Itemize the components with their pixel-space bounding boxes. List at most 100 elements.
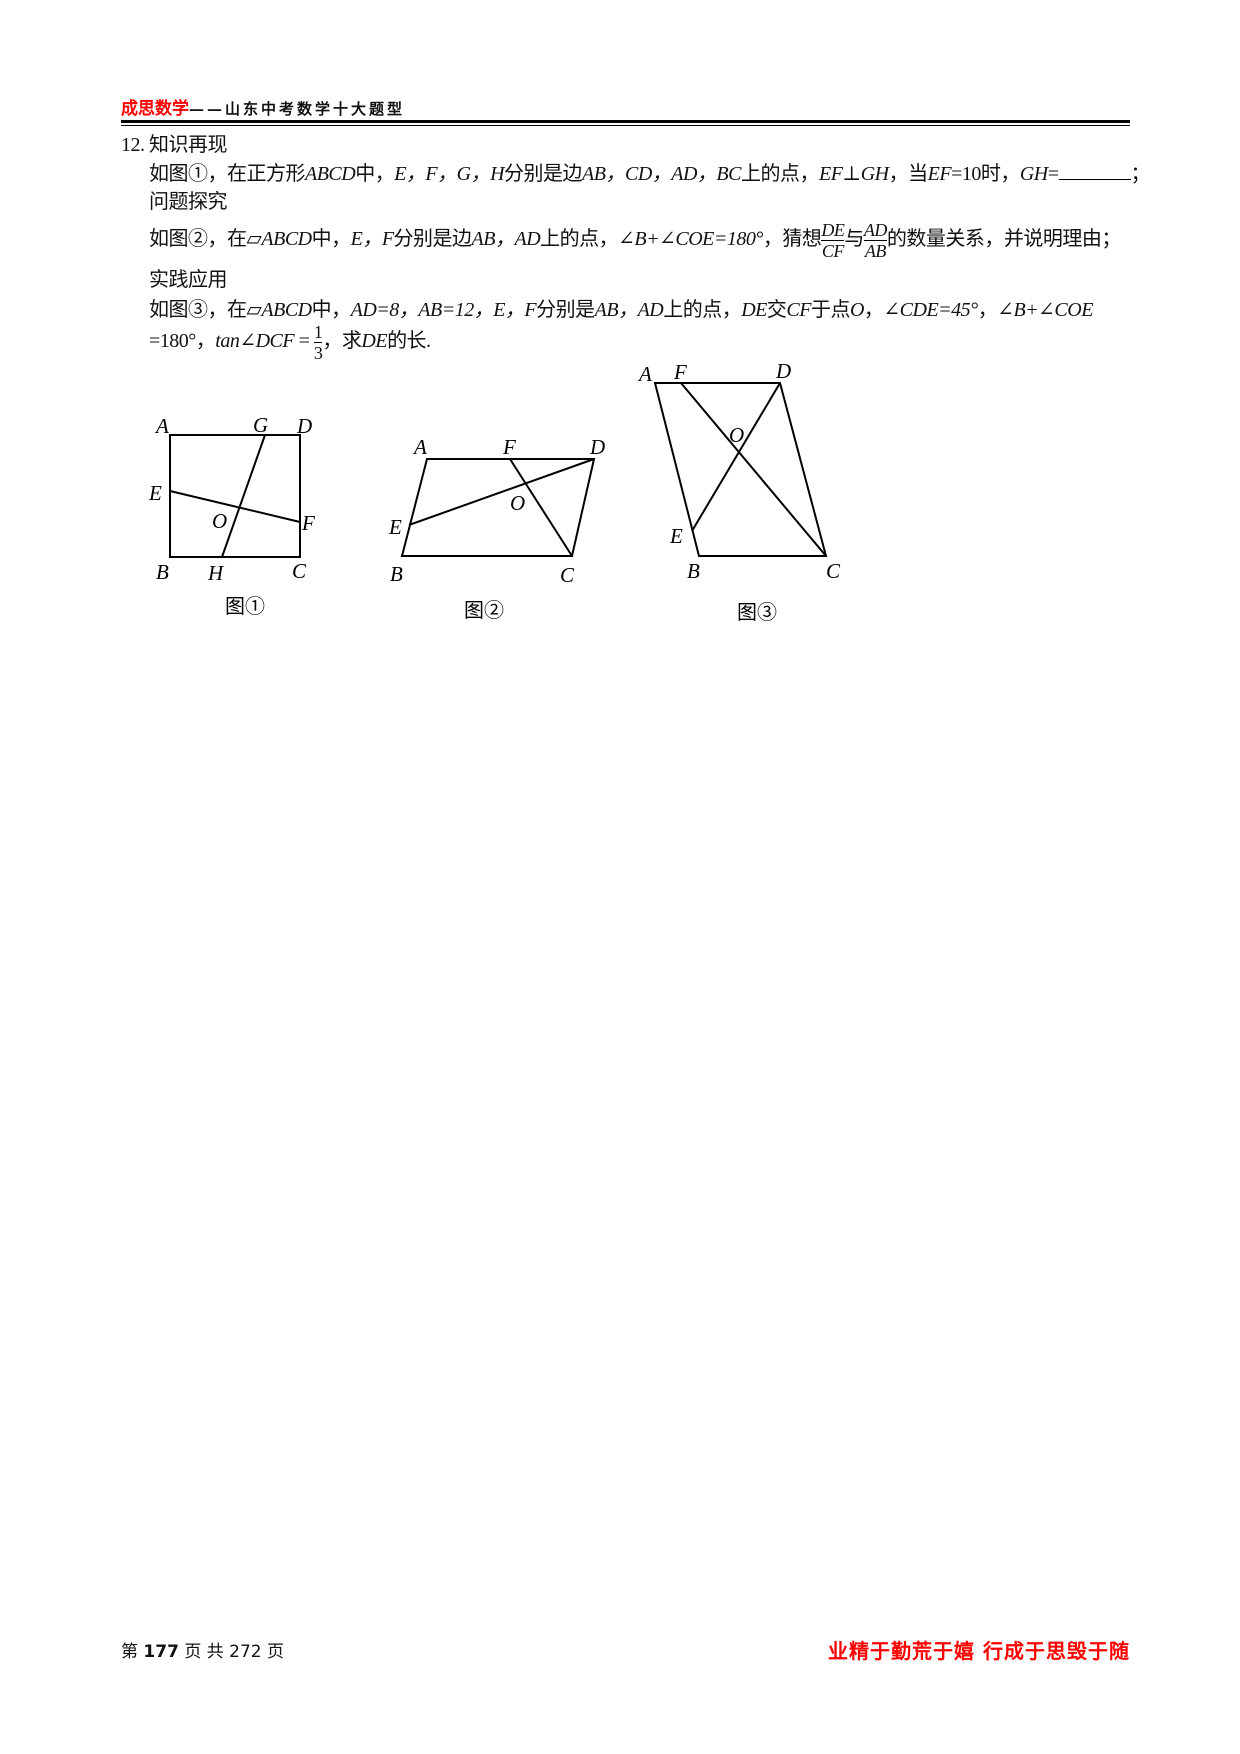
- question-heading: 12. 知识再现: [121, 128, 228, 157]
- segment-de: [408, 458, 595, 526]
- fraction-de-cf: DE CF: [821, 220, 845, 261]
- denominator: CF: [821, 241, 845, 261]
- text: =10时，: [951, 163, 1020, 185]
- math: AB，AD: [594, 299, 664, 321]
- header-brand: 成思数学: [121, 99, 189, 119]
- text: 上的点，: [740, 163, 820, 185]
- label-e: E: [148, 481, 162, 505]
- label-e: E: [388, 515, 402, 539]
- text: ，猜想: [762, 228, 822, 251]
- text: =: [294, 330, 314, 353]
- denominator: 3: [313, 343, 323, 363]
- fraction-ad-ab: AD AB: [863, 220, 887, 261]
- figure-1: [169, 434, 301, 558]
- header-rule-thin: [121, 125, 1130, 126]
- label-h: H: [207, 561, 225, 585]
- text: =: [1047, 163, 1059, 185]
- text: 于点: [810, 299, 851, 321]
- label-d: D: [775, 359, 791, 383]
- figure-3: [653, 382, 828, 557]
- text: 上的点，: [540, 228, 619, 251]
- text: 中，: [311, 299, 352, 321]
- segment-ef: [169, 490, 301, 523]
- paragraph-3: 如图③，在▱ABCD中，AD=8，AB=12，E，F分别是AB，AD上的点，DE…: [149, 293, 1093, 322]
- header-rule: [121, 120, 1130, 123]
- label-b: B: [390, 562, 403, 586]
- numerator: DE: [821, 220, 845, 241]
- math: EF: [927, 163, 952, 185]
- figure-2: [400, 458, 596, 557]
- parallelogram-abcd: [400, 458, 596, 557]
- label-a: A: [637, 362, 652, 386]
- math: ABCD: [261, 228, 312, 251]
- paragraph-1: 如图①，在正方形ABCD中，E，F，G，H分别是边AB，CD，AD，BC上的点，…: [149, 157, 1151, 186]
- page-number: 第 177 页 共 272 页: [121, 1637, 284, 1662]
- label-f: F: [502, 435, 516, 459]
- figure-3-caption: 图③: [737, 601, 777, 624]
- segment-gh: [221, 434, 266, 558]
- text: 与: [844, 228, 864, 251]
- text: =180°: [149, 330, 196, 353]
- answer-blank: [1058, 161, 1131, 180]
- math: CF: [786, 299, 811, 321]
- label-d: D: [296, 414, 312, 438]
- label-o: O: [212, 509, 227, 533]
- text: 交: [766, 299, 787, 321]
- footer-motto: 业精于勤荒于嬉 行成于思毁于随: [828, 1639, 1130, 1663]
- math: AB，AD: [471, 228, 541, 251]
- text: 分别是边: [504, 163, 583, 185]
- label-g: G: [253, 413, 268, 437]
- current-page: 177: [143, 1642, 179, 1662]
- question-number: 12.: [121, 134, 145, 156]
- text: 中，: [355, 163, 395, 185]
- label-b: B: [156, 560, 169, 584]
- text: 中，: [311, 228, 352, 251]
- figure-2-caption: 图②: [464, 599, 504, 622]
- paragraph-2: 如图②，在▱ABCD中，E，F分别是边AB，AD上的点，∠B+∠COE=180°…: [149, 220, 1121, 261]
- figure-1-labels: A G D E O F B H C: [148, 413, 315, 585]
- segment-cf: [509, 458, 573, 557]
- label-a: A: [154, 414, 169, 438]
- math: O: [849, 299, 864, 321]
- label-c: C: [560, 563, 575, 587]
- text: 如图②，在▱: [149, 228, 262, 251]
- math: tan∠DCF: [215, 330, 295, 353]
- label-c: C: [292, 559, 307, 583]
- math: AB，CD，AD，BC: [582, 163, 741, 185]
- text: ，: [863, 299, 884, 321]
- math: ∠B+∠COE=180°: [618, 228, 763, 251]
- text: 分别是: [536, 299, 595, 321]
- text: 分别是边: [393, 228, 473, 251]
- figure-1-caption: 图①: [225, 595, 265, 618]
- page-header: 成思数学——山东中考数学十大题型: [121, 94, 405, 119]
- text: 第: [121, 1642, 138, 1662]
- text: 的长.: [387, 330, 431, 353]
- figures: A G D E O F B H C 图① A F D O E B C 图② A …: [148, 359, 841, 624]
- header-subtitle: ——山东中考数学十大题型: [189, 100, 406, 118]
- text: 如图①，在正方形: [149, 163, 306, 185]
- label-o: O: [510, 491, 525, 515]
- label-a: A: [412, 435, 427, 459]
- paragraph-3-cont: =180°，tan∠DCF = 1 3 ，求DE的长.: [149, 322, 431, 363]
- label-e: E: [669, 524, 683, 548]
- text: 如图③，在▱: [149, 299, 262, 321]
- math: ABCD: [261, 299, 312, 321]
- text: ，: [195, 330, 216, 353]
- text: 上的点，: [663, 299, 742, 321]
- math: E，F: [350, 228, 394, 251]
- text: 页 共: [184, 1642, 224, 1662]
- math: GH: [1019, 163, 1048, 185]
- text: ，求: [322, 330, 362, 353]
- text: ；: [1130, 163, 1151, 185]
- label-d: D: [589, 435, 605, 459]
- text: 页: [266, 1642, 284, 1662]
- math: DE: [741, 299, 767, 321]
- label-f: F: [673, 360, 687, 384]
- label-c: C: [826, 559, 841, 583]
- section-title: 知识再现: [149, 134, 228, 156]
- label-o: O: [729, 423, 744, 447]
- text: 的数量关系，并说明理由；: [886, 228, 1122, 251]
- math: ABCD: [305, 163, 356, 185]
- math: DE: [361, 330, 388, 353]
